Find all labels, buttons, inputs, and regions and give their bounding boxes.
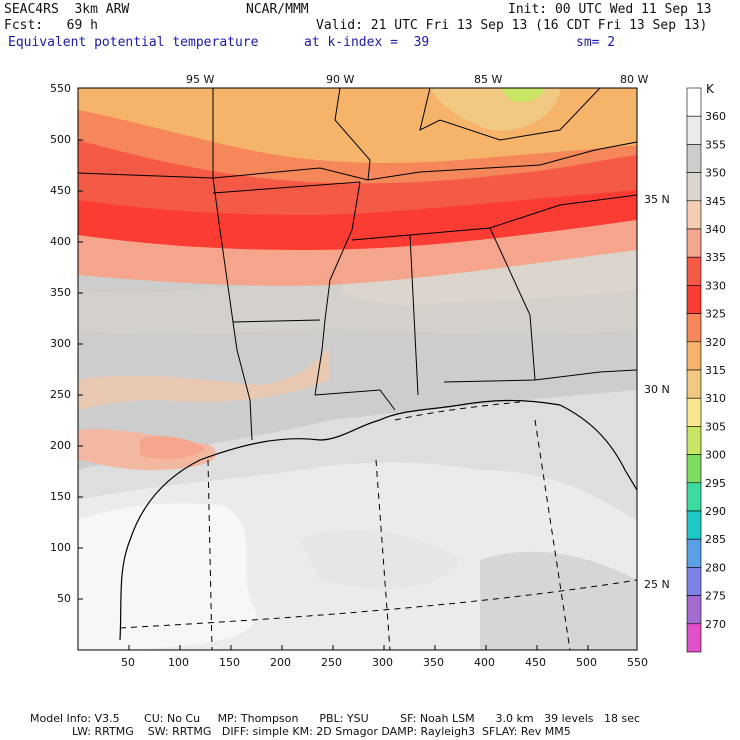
center-label: NCAR/MMM: [246, 2, 309, 17]
colorbar-swatch: [686, 454, 702, 484]
colorbar-level-label: 290: [705, 505, 726, 518]
valid-time: Valid: 21 UTC Fri 13 Sep 13 (16 CDT Fri …: [316, 18, 708, 33]
colorbar-swatch: [686, 538, 702, 568]
colorbar-level-label: 285: [705, 533, 726, 546]
model-info-line1: Model Info: V3.5 CU: No Cu MP: Thompson …: [30, 712, 641, 725]
x-tick-label: 250: [321, 656, 342, 669]
colorbar-level-label: 350: [705, 167, 726, 180]
y-tick-label: 50: [57, 592, 71, 605]
y-tick-label: 350: [50, 286, 71, 299]
y-tick-label: 500: [50, 133, 71, 146]
x-tick-label: 350: [423, 656, 444, 669]
colorbar-level-label: 310: [705, 392, 726, 405]
x-tick-label: 450: [525, 656, 546, 669]
colorbar-swatch: [686, 567, 702, 596]
colorbar-level-label: 335: [705, 251, 726, 264]
colorbar-swatch: [686, 87, 702, 117]
colorbar-swatch: [686, 595, 702, 625]
colorbar-level-label: 300: [705, 449, 726, 462]
lat-label-30n: 30 N: [644, 383, 670, 396]
colorbar-unit: K: [706, 82, 714, 96]
x-tick-label: 50: [121, 656, 135, 669]
country-boundaries: [119, 401, 637, 650]
x-tick-label: 500: [576, 656, 597, 669]
x-tick-label: 400: [474, 656, 495, 669]
colorbar-swatch: [686, 510, 702, 540]
colorbar-level-label: 345: [705, 195, 726, 208]
colorbar-level-label: 305: [705, 420, 726, 433]
colorbar-level-label: 315: [705, 364, 726, 377]
x-tick-label: 200: [270, 656, 291, 669]
colorbar-level-label: 320: [705, 336, 726, 349]
y-tick-label: 250: [50, 388, 71, 401]
colorbar-level-label: 295: [705, 477, 726, 490]
colorbar-level-label: 340: [705, 223, 726, 236]
y-tick-label: 450: [50, 184, 71, 197]
colorbar-swatch: [686, 482, 702, 512]
y-tick-label: 200: [50, 439, 71, 452]
smoothing-label: sm= 2: [576, 35, 616, 50]
lon-label-90w: 90 W: [326, 73, 355, 86]
colorbar-level-label: 325: [705, 308, 726, 321]
lon-label-80w: 80 W: [620, 73, 649, 86]
colorbar-level-label: 330: [705, 279, 726, 292]
colorbar-swatch: [686, 228, 702, 258]
x-tick-label: 100: [168, 656, 189, 669]
colorbar-level-label: 280: [705, 561, 726, 574]
field-name: Equivalent potential temperature: [8, 35, 259, 50]
level-label: at k-index = 39: [304, 35, 430, 50]
x-tick-label: 550: [627, 656, 648, 669]
colorbar-swatch: [686, 172, 702, 202]
colorbar-swatch: [686, 369, 702, 399]
colorbar-swatch: [686, 426, 702, 455]
coastline: [119, 399, 637, 641]
colorbar-swatch: [686, 285, 702, 314]
x-tick-label: 150: [219, 656, 240, 669]
lon-label-95w: 95 W: [186, 73, 215, 86]
colorbar-swatch: [686, 623, 702, 653]
colorbar-swatch: [686, 144, 702, 173]
y-tick-label: 550: [50, 82, 71, 95]
colorbar-swatch: [686, 256, 702, 286]
init-time: Init: 00 UTC Wed 11 Sep 13: [508, 2, 712, 17]
y-tick-label: 100: [50, 541, 71, 554]
colorbar-swatch: [686, 397, 702, 427]
y-tick-label: 300: [50, 337, 71, 350]
model-title: SEAC4RS 3km ARW: [4, 2, 130, 17]
colorbar-level-label: 270: [705, 618, 726, 631]
colorbar: 360 355 350 345 340 335 330 325 320 315 310 305 300 2…: [686, 87, 726, 653]
lat-label-25n: 25 N: [644, 578, 670, 591]
forecast-hour: Fcst: 69 h: [4, 18, 98, 33]
y-tick-label: 150: [50, 490, 71, 503]
colorbar-level-label: 360: [705, 110, 726, 123]
lon-label-85w: 85 W: [474, 73, 503, 86]
axis-ticks: [78, 139, 589, 650]
lat-label-35n: 35 N: [644, 193, 670, 206]
map-frame: [77, 87, 638, 651]
colorbar-swatch: [686, 200, 702, 230]
colorbar-level-label: 275: [705, 590, 726, 603]
theta-e-field: [78, 88, 637, 650]
colorbar-swatch: [686, 313, 702, 343]
colorbar-swatch: [686, 341, 702, 371]
political-borders: [78, 88, 637, 441]
colorbar-level-label: 355: [705, 138, 726, 151]
colorbar-swatch: [686, 115, 702, 145]
x-tick-label: 300: [372, 656, 393, 669]
y-tick-label: 400: [50, 235, 71, 248]
model-info-line2: LW: RRTMG SW: RRTMG DIFF: simple KM: 2D …: [30, 725, 571, 738]
